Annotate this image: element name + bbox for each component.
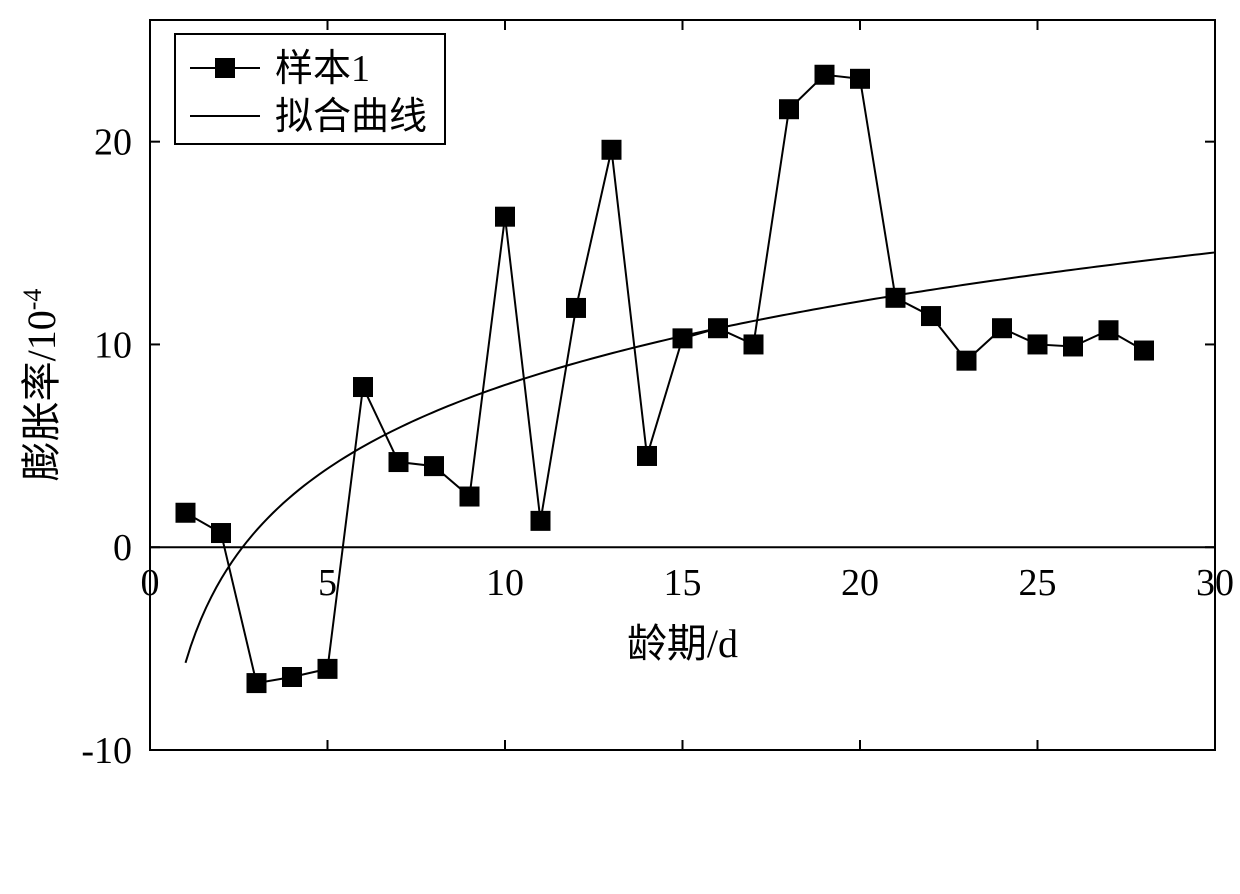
x-axis-label: 龄期/d bbox=[627, 621, 738, 666]
legend-fit-label: 拟合曲线 bbox=[275, 96, 427, 138]
x-tick-label: 10 bbox=[486, 562, 524, 604]
sample-marker bbox=[495, 207, 515, 227]
sample-marker bbox=[708, 318, 728, 338]
sample-marker bbox=[992, 318, 1012, 338]
sample-marker bbox=[744, 334, 764, 354]
sample-marker bbox=[815, 65, 835, 85]
sample-marker bbox=[1099, 320, 1119, 340]
y-axis-label: 膨胀率/10-4 bbox=[18, 289, 65, 482]
sample-marker bbox=[389, 452, 409, 472]
sample-marker bbox=[921, 306, 941, 326]
sample-marker bbox=[247, 673, 267, 693]
sample-marker bbox=[637, 446, 657, 466]
x-tick-label: 0 bbox=[141, 562, 160, 604]
sample-marker bbox=[531, 511, 551, 531]
y-axis-label-group: 膨胀率/10-4 bbox=[18, 289, 65, 482]
x-tick-label: 30 bbox=[1196, 562, 1234, 604]
y-tick-label: 10 bbox=[94, 324, 132, 366]
sample-marker bbox=[318, 659, 338, 679]
chart-container: 0 5 10 15 20 25 30 -10 0 10 20 龄期/d 膨胀率/10-4 样本1 拟合曲线 bbox=[0, 0, 1240, 894]
x-tick-label: 25 bbox=[1019, 562, 1057, 604]
x-tick-label: 15 bbox=[664, 562, 702, 604]
sample-marker bbox=[353, 377, 373, 397]
sample-marker bbox=[850, 69, 870, 89]
x-tick-label: 20 bbox=[841, 562, 879, 604]
legend-sample-label: 样本1 bbox=[275, 48, 370, 90]
y-tick-label: 20 bbox=[94, 122, 132, 164]
sample-marker bbox=[460, 487, 480, 507]
y-tick-label: 0 bbox=[113, 527, 132, 569]
sample-marker bbox=[1063, 336, 1083, 356]
x-tick-label: 5 bbox=[318, 562, 337, 604]
sample-marker bbox=[424, 456, 444, 476]
sample-marker bbox=[886, 288, 906, 308]
sample-marker bbox=[779, 99, 799, 119]
legend-sample-marker bbox=[215, 58, 235, 78]
sample-marker bbox=[1028, 334, 1048, 354]
sample-marker bbox=[211, 523, 231, 543]
sample-marker bbox=[673, 328, 693, 348]
sample-marker bbox=[566, 298, 586, 318]
sample-marker bbox=[176, 503, 196, 523]
y-tick-label: -10 bbox=[81, 730, 132, 772]
sample-marker bbox=[957, 351, 977, 371]
sample-marker bbox=[1134, 341, 1154, 361]
sample-marker bbox=[602, 140, 622, 160]
expansion-rate-chart: 0 5 10 15 20 25 30 -10 0 10 20 龄期/d 膨胀率/10-4 样本1 拟合曲线 bbox=[0, 0, 1240, 894]
sample-marker bbox=[282, 667, 302, 687]
